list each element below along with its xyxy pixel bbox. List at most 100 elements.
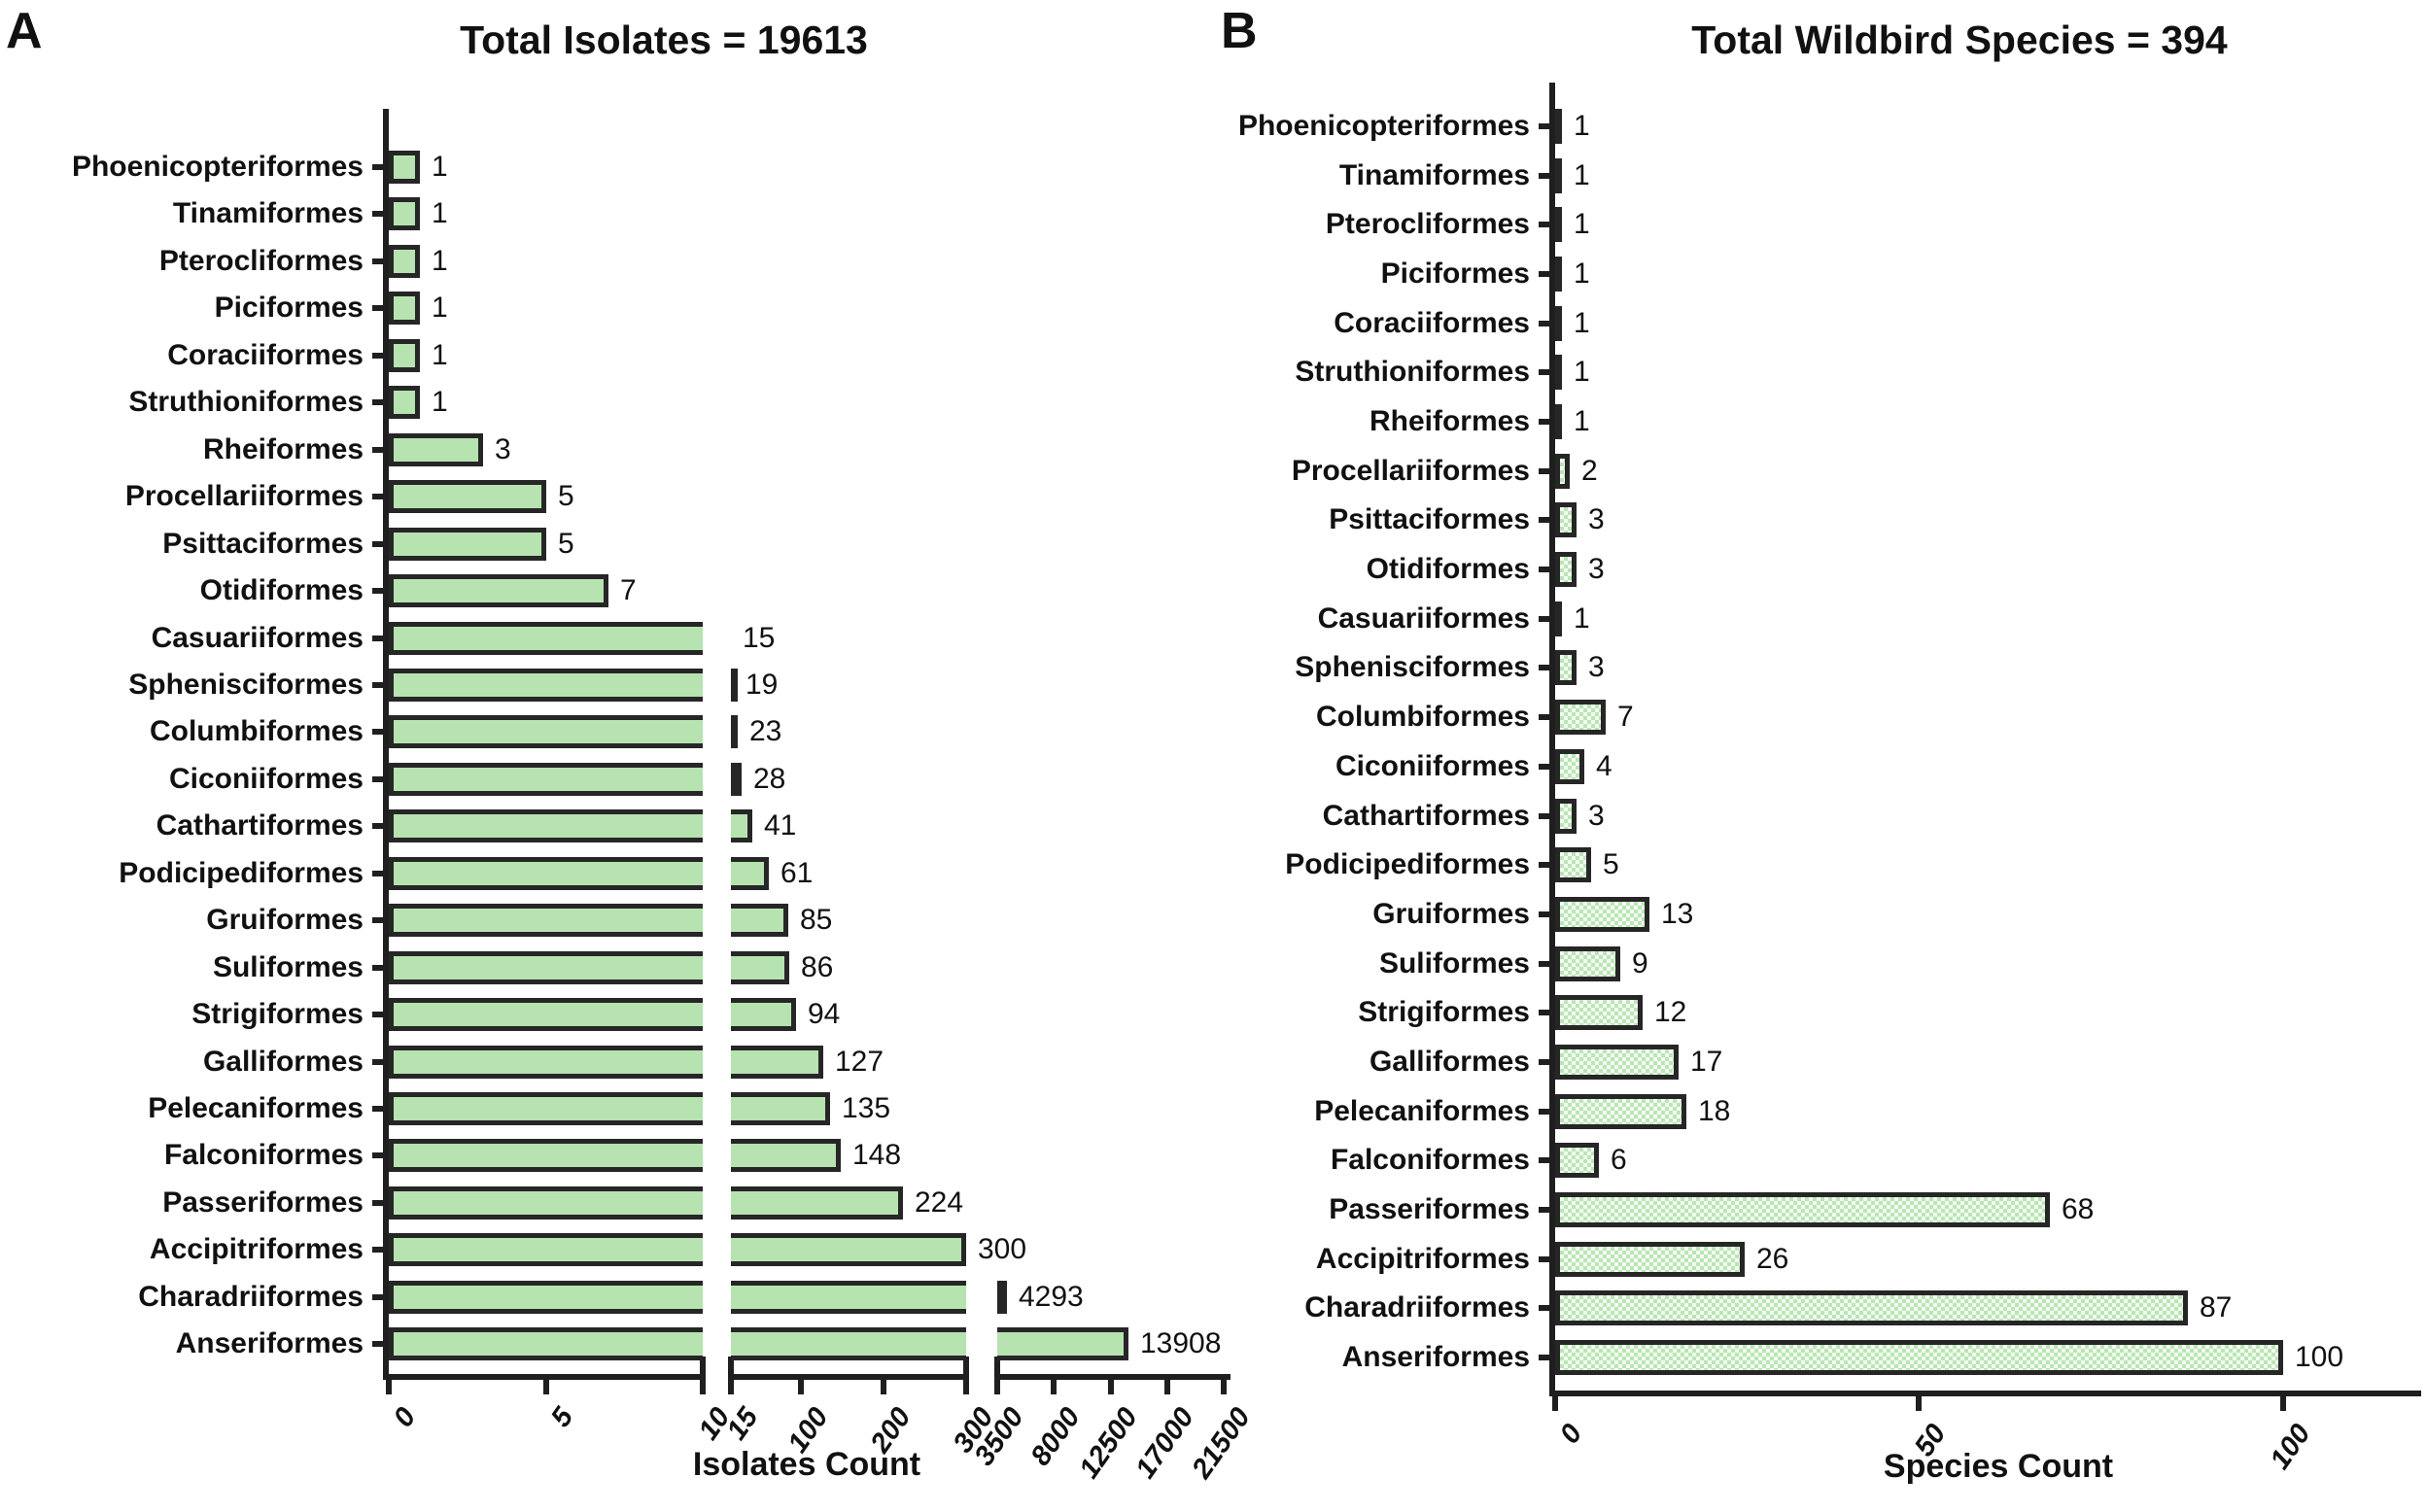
bar-value-label: 3	[1588, 553, 1605, 585]
bar-value-label: 2	[1581, 455, 1598, 487]
bar-value-label: 1	[432, 339, 448, 371]
category-axis-tick	[372, 1012, 386, 1017]
category-axis-tick	[372, 211, 386, 217]
category-label: Passeriformes	[162, 1186, 364, 1219]
x-axis-segment	[383, 1374, 703, 1380]
category-label: Pterocliformes	[158, 245, 364, 277]
x-axis-tick	[1221, 1380, 1227, 1394]
category-axis-tick	[372, 353, 386, 359]
category-label: Charadriiformes	[1304, 1291, 1530, 1323]
bar	[731, 1186, 903, 1220]
category-axis-tick	[1539, 714, 1552, 720]
bar-value-label: 13	[1661, 898, 1694, 930]
category-axis-tick	[1539, 616, 1552, 622]
bar	[389, 857, 703, 890]
bar-value-label: 28	[753, 763, 786, 795]
x-axis-tick	[2280, 1396, 2286, 1411]
x-axis-segment	[997, 1374, 1231, 1380]
bar-value-label: 100	[2295, 1341, 2344, 1373]
bar	[389, 574, 608, 607]
bar	[731, 998, 796, 1031]
bar	[731, 904, 788, 937]
category-axis-tick	[372, 447, 386, 453]
bar-value-label: 1	[1574, 159, 1590, 191]
bar-value-label: 3	[1588, 651, 1605, 683]
category-axis-tick	[372, 823, 386, 829]
category-label: Otidiformes	[199, 574, 364, 606]
bar-value-label: 5	[558, 480, 574, 512]
bar	[389, 998, 703, 1031]
category-axis-tick	[372, 682, 386, 688]
bar	[389, 197, 420, 230]
category-label: Rheiformes	[202, 433, 364, 465]
bar	[389, 1139, 703, 1172]
category-axis-tick	[372, 917, 386, 923]
x-axis-tick-label-text: 15	[720, 1402, 765, 1446]
bar	[389, 528, 546, 561]
bar	[389, 292, 420, 325]
bar	[1555, 306, 1562, 341]
category-label: Casuariiformes	[151, 622, 364, 654]
x-axis-tick	[1108, 1380, 1114, 1394]
y-axis	[383, 109, 389, 1380]
x-axis-tick	[543, 1380, 549, 1394]
bar	[389, 1092, 703, 1125]
bar-value-label: 68	[2062, 1193, 2095, 1225]
bar	[731, 1092, 830, 1125]
bar	[389, 622, 703, 655]
category-label: Gruiformes	[206, 904, 364, 936]
category-axis-tick	[1539, 1207, 1552, 1213]
bar-value-label: 17	[1690, 1046, 1723, 1078]
bar	[389, 386, 420, 419]
category-label: Phoenicopteriformes	[71, 151, 364, 183]
bar	[1555, 601, 1562, 636]
category-label: Strigiformes	[1358, 996, 1530, 1028]
bar-value-label: 1	[1574, 602, 1590, 635]
bar-value-label: 19	[745, 669, 779, 701]
bar	[1555, 109, 1562, 144]
category-axis-tick	[372, 1294, 386, 1300]
bar	[389, 480, 546, 513]
category-label: Procellariiformes	[124, 480, 364, 512]
bar	[1555, 995, 1643, 1030]
bar	[1555, 1192, 2050, 1227]
bar-value-label: 3	[1588, 800, 1605, 832]
x-axis-tick-label-text: 21500	[1186, 1402, 1258, 1485]
x-axis-tick	[1164, 1380, 1170, 1394]
category-axis-tick	[1539, 271, 1552, 277]
bar	[389, 951, 703, 984]
bar	[1555, 207, 1562, 242]
category-axis-tick	[1539, 222, 1552, 227]
x-axis-tick	[728, 1380, 734, 1394]
bar-value-label: 86	[801, 951, 834, 983]
bar	[1555, 355, 1562, 390]
category-axis-tick	[1539, 862, 1552, 868]
category-label: Charadriiformes	[138, 1281, 364, 1313]
category-label: Accipitriformes	[1315, 1243, 1530, 1275]
category-label: Piciformes	[1380, 258, 1530, 290]
bar	[731, 1327, 966, 1360]
category-axis-tick	[1539, 665, 1552, 670]
category-label: Pterocliformes	[1325, 208, 1530, 240]
category-axis-tick	[1539, 1256, 1552, 1262]
bar-value-label: 3	[1588, 503, 1605, 535]
axis-break-cap	[994, 1357, 1000, 1381]
category-label: Coraciiformes	[167, 339, 364, 371]
bar-value-label: 1	[432, 197, 448, 229]
category-axis-tick	[372, 541, 386, 547]
category-axis-tick	[372, 399, 386, 405]
category-label: Struthioniformes	[1295, 356, 1530, 388]
category-axis-tick	[372, 1152, 386, 1158]
x-axis-tick	[700, 1380, 706, 1394]
category-label: Piciformes	[214, 292, 364, 324]
bar-value-label: 127	[835, 1046, 884, 1078]
bar	[1555, 799, 1577, 834]
bar	[1555, 404, 1562, 439]
category-label: Podicipediformes	[1285, 848, 1530, 880]
panel-a-x-axis-title: Isolates Count	[692, 1446, 921, 1483]
category-axis-tick	[1539, 419, 1552, 425]
category-label: Accipitriformes	[149, 1233, 364, 1265]
bar	[731, 1233, 966, 1266]
bar	[997, 1281, 1007, 1314]
